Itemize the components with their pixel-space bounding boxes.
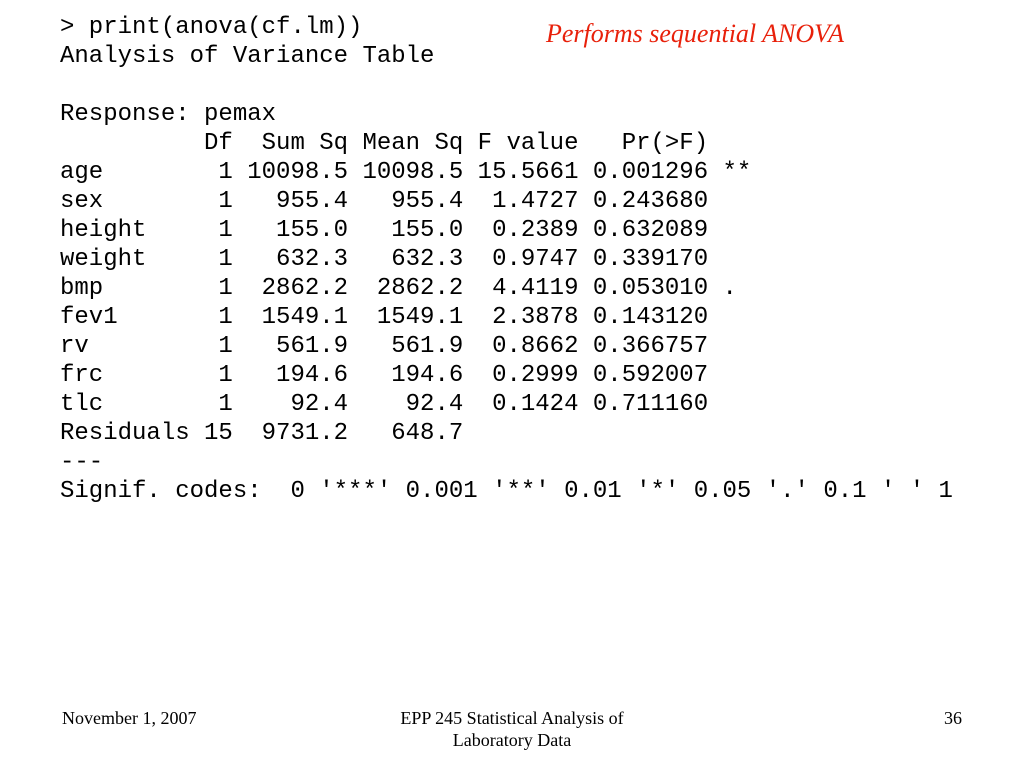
console-line-response: Response: pemax — [60, 101, 277, 128]
anova-row-frc: frc 1 194.6 194.6 0.2999 0.592007 — [60, 362, 709, 389]
console-line-separator: --- — [60, 449, 104, 476]
slide-annotation: Performs sequential ANOVA — [546, 19, 845, 48]
anova-row-residuals: Residuals 15 9731.2 648.7 — [60, 420, 464, 447]
console-line-blank — [60, 71, 953, 100]
anova-row-bmp: bmp 1 2862.2 2862.2 4.4119 0.053010 . — [60, 275, 737, 302]
anova-row-weight: weight 1 632.3 632.3 0.9747 0.339170 — [60, 246, 709, 273]
console-line-column-headers: Df Sum Sq Mean Sq F value Pr(>F) — [60, 130, 709, 157]
console-line-signif-codes: Signif. codes: 0 '***' 0.001 '**' 0.01 '… — [60, 478, 953, 505]
r-console-output: > print(anova(cf.lm)) Analysis of Varianc… — [60, 13, 953, 506]
anova-row-height: height 1 155.0 155.0 0.2389 0.632089 — [60, 217, 709, 244]
anova-row-age: age 1 10098.5 10098.5 15.5661 0.001296 *… — [60, 159, 752, 186]
console-line-command: > print(anova(cf.lm)) — [60, 14, 363, 41]
anova-row-rv: rv 1 561.9 561.9 0.8662 0.366757 — [60, 333, 709, 360]
anova-row-fev1: fev1 1 1549.1 1549.1 2.3878 0.143120 — [60, 304, 709, 331]
console-line-table-heading: Analysis of Variance Table — [60, 43, 435, 70]
anova-row-tlc: tlc 1 92.4 92.4 0.1424 0.711160 — [60, 391, 709, 418]
footer-date: November 1, 2007 — [62, 708, 197, 728]
footer-course-title: EPP 245 Statistical Analysis of Laborato… — [400, 708, 624, 750]
footer-page-number: 36 — [944, 708, 962, 728]
anova-row-sex: sex 1 955.4 955.4 1.4727 0.243680 — [60, 188, 709, 215]
